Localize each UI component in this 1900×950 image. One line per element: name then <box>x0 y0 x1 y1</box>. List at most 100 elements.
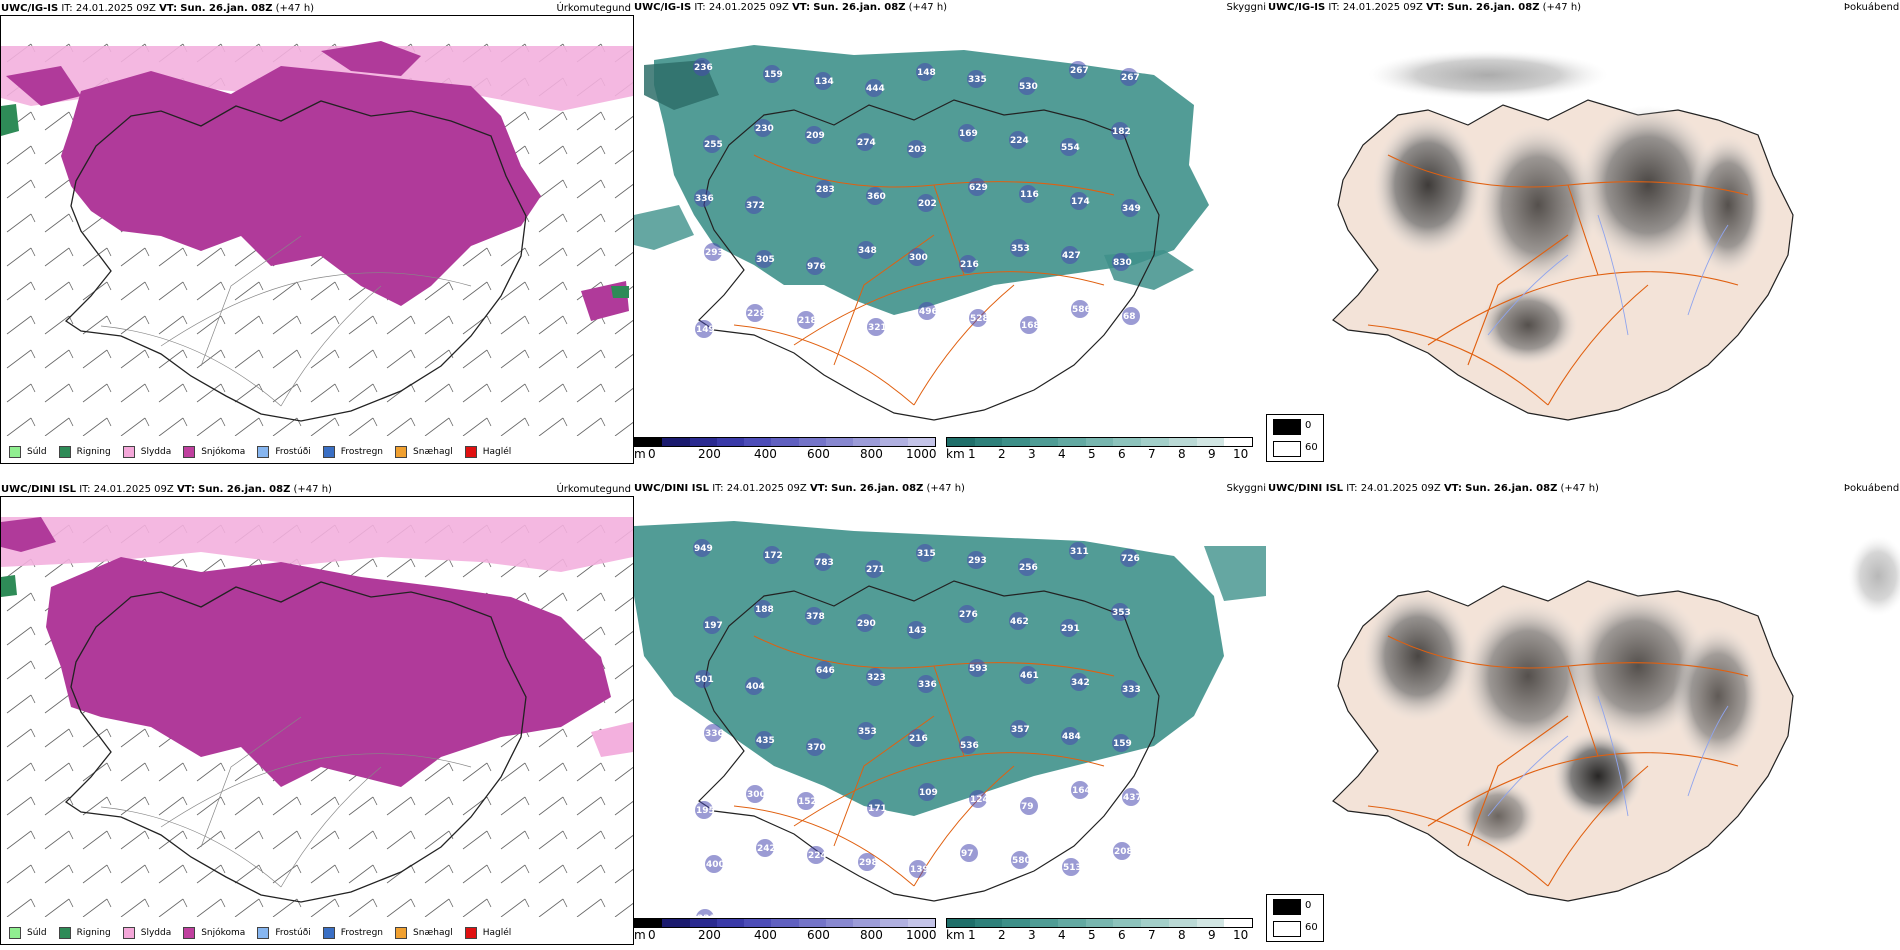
cloud-base-value: 152 <box>798 797 817 807</box>
cloud-patch <box>1061 246 1079 264</box>
fog-legend-swatch <box>1273 419 1301 435</box>
legend-swatch <box>322 927 335 939</box>
cloud-patch <box>746 304 764 322</box>
fog-indicator-map <box>1332 50 1794 421</box>
vt-label: VT: <box>176 484 195 495</box>
cloud-base-value: 437 <box>1123 793 1142 803</box>
roads <box>100 235 472 407</box>
init-time: 24.01.2025 09Z <box>75 3 156 14</box>
colorbar-tick: 2 <box>998 447 1006 461</box>
cloud-patch <box>866 668 884 686</box>
cloud-base-value: 164 <box>1072 786 1091 796</box>
cloud-patch <box>693 58 711 76</box>
cloud-base-value: 172 <box>764 551 783 561</box>
cloud-patch <box>968 659 986 677</box>
legend-swatch <box>9 446 21 458</box>
legend-item: Frostúði <box>257 927 311 939</box>
cloud-base-value: 360 <box>867 192 886 202</box>
cloud-base-value: 353 <box>1011 244 1030 254</box>
colorbar-tick: 3 <box>1028 928 1036 942</box>
model-name: UWC/IG-IS <box>1 3 59 14</box>
colorbar-tick: 1 <box>968 447 976 461</box>
roads <box>733 635 1115 887</box>
cloud-base-value: 159 <box>764 70 783 80</box>
legend-item: Frostregn <box>322 446 383 458</box>
cloud-base-value: 256 <box>1019 563 1038 573</box>
legend-item: Rigning <box>58 927 111 939</box>
cloud-patch <box>703 135 721 153</box>
vt-label: VT: <box>1426 2 1445 13</box>
panel-header: UWC/IG-IS IT: 24.01.2025 09Z VT: Sun. 26… <box>1268 0 1900 16</box>
colorbar-tick: 7 <box>1148 928 1156 942</box>
cloud-patch <box>1112 253 1130 271</box>
cloud-base-value: 976 <box>807 262 826 272</box>
cloud-patch <box>755 731 773 749</box>
cloud-base-value: 427 <box>1062 251 1081 261</box>
cloud-patch <box>754 600 772 618</box>
cloud-base-value: 149 <box>696 325 715 335</box>
cloud-patch <box>917 675 935 693</box>
snow-patch <box>1 517 56 552</box>
cloud-patch <box>763 65 781 83</box>
colorbar-tick: 200 <box>698 447 721 461</box>
vt-label: VT: <box>792 2 811 13</box>
cloud-patch <box>865 79 883 97</box>
cloud-patch <box>807 846 825 864</box>
cloud-patch <box>756 839 774 857</box>
cloud-patch <box>917 194 935 212</box>
cloud-base-value: 159 <box>1113 739 1132 749</box>
cloud-patch <box>967 70 985 88</box>
cloud-patch <box>969 309 987 327</box>
cloud-base-value: 461 <box>1020 671 1039 681</box>
fog-legend-label: 60 <box>1305 442 1318 453</box>
legend-item: Frostúði <box>257 446 311 458</box>
cloud-patch <box>763 546 781 564</box>
cloud-base-value: 353 <box>858 727 877 737</box>
precip-type-legend: Súld Rigning Slydda Snjókoma Frostúði Fr… <box>1 923 515 943</box>
legend-item: Snjókoma <box>183 927 245 939</box>
cloud-base-value: 305 <box>756 255 775 265</box>
fog-area <box>1478 125 1598 285</box>
cloud-base-value: 726 <box>1121 554 1140 564</box>
colorbar-tick: 5 <box>1088 447 1096 461</box>
cloud-patch <box>958 605 976 623</box>
cloud-base-value: 139 <box>910 865 929 875</box>
snow-patch <box>6 66 81 106</box>
rivers <box>1487 695 1729 817</box>
legend-item: Snæhagl <box>395 446 453 458</box>
colorbar-unit: m <box>634 928 646 942</box>
cloud-base-value: 342 <box>1071 678 1090 688</box>
panel-header: UWC/DINI ISL IT: 24.01.2025 09Z VT: Sun.… <box>634 481 1268 497</box>
panel-fog-indicator-row1: UWC/IG-IS IT: 24.01.2025 09Z VT: Sun. 26… <box>1268 2 1900 464</box>
roads <box>733 154 1115 406</box>
roads <box>100 716 472 888</box>
cloud-base-value: 528 <box>970 314 989 324</box>
cloud-base-value: 276 <box>959 610 978 620</box>
cloud-base-value: 255 <box>704 140 723 150</box>
colorbar-tick: 10 <box>1233 447 1249 461</box>
cloud-patch <box>1009 131 1027 149</box>
cloud-patch <box>805 607 823 625</box>
colorbar-tick: 400 <box>754 928 777 942</box>
legend-swatch <box>464 446 477 458</box>
cloud-base-value: 336 <box>705 729 724 739</box>
cloud-patch <box>806 738 824 756</box>
cloud-patch <box>867 318 885 336</box>
legend-swatch <box>122 446 135 458</box>
cloud-base-value: 208 <box>1114 847 1133 857</box>
colorbar-tick: 4 <box>1058 928 1066 942</box>
visibility-colorbar: km 1 2 3 4 5 6 7 8 9 10 <box>946 437 1256 463</box>
colorbar-tick: 5 <box>1088 928 1096 942</box>
legend-swatch <box>395 927 408 939</box>
colorbar-tick: 4 <box>1058 447 1066 461</box>
cloud-base-value: 290 <box>857 619 876 629</box>
cloud-patch <box>696 909 714 916</box>
cloud-patch <box>1121 680 1139 698</box>
cloud-base-value: 321 <box>868 323 887 333</box>
panel-fog-indicator-row2: UWC/DINI ISL IT: 24.01.2025 09Z VT: Sun.… <box>1268 483 1900 945</box>
colorbar-tick: 9 <box>1208 928 1216 942</box>
fog-area <box>1568 591 1708 741</box>
model-name: UWC/IG-IS <box>634 2 692 13</box>
cloud-patch <box>1070 192 1088 210</box>
vt-label: VT: <box>1443 483 1462 494</box>
